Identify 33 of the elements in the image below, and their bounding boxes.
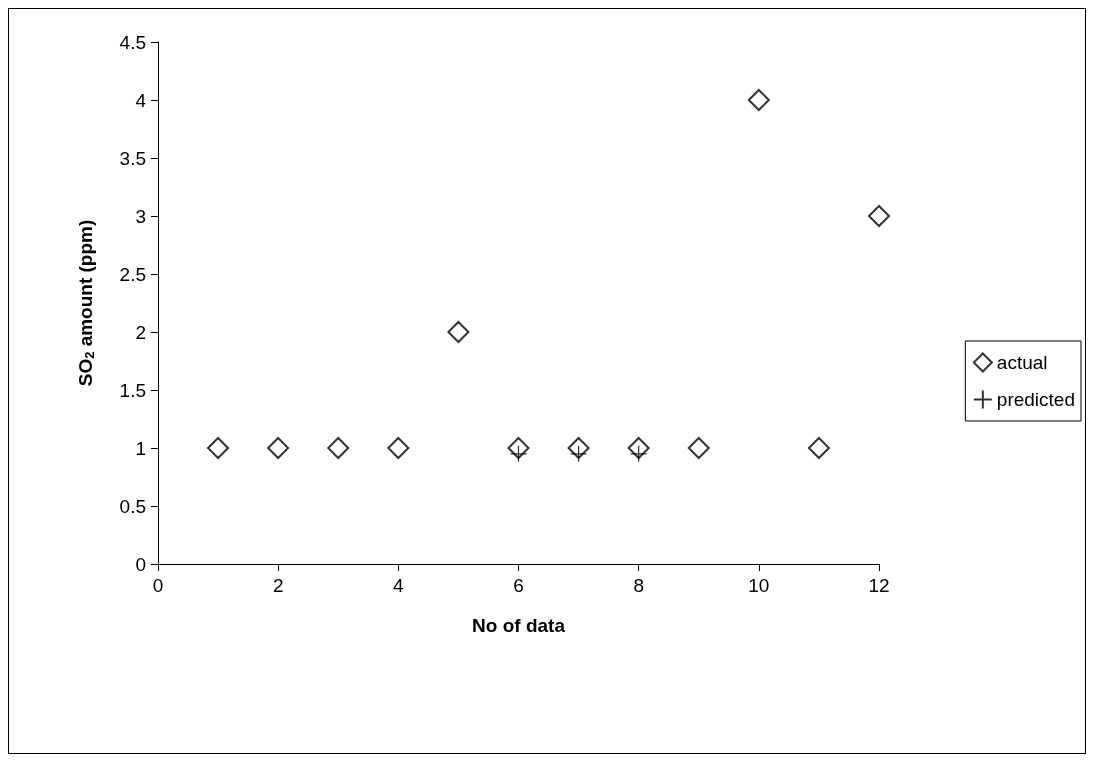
y-tick-label: 1.5 [119, 379, 146, 401]
point [868, 205, 890, 227]
point [447, 321, 470, 343]
x-tick-label: 6 [513, 575, 524, 596]
x-tick-label: 4 [393, 575, 405, 596]
y-tick-label: 4 [135, 89, 147, 111]
point [207, 437, 230, 459]
point [327, 437, 350, 459]
y-tick-label: 2 [135, 321, 146, 343]
x-tick-label: 10 [748, 575, 770, 596]
legend-label: actual [996, 352, 1048, 373]
point [627, 437, 650, 459]
y-tick-label: 1 [135, 437, 146, 459]
y-tick-label: 4.5 [119, 31, 146, 53]
point [687, 437, 710, 459]
x-tick-label: 8 [633, 575, 644, 596]
point [267, 437, 290, 459]
y-tick-label: 3 [135, 205, 146, 227]
point [387, 437, 410, 459]
x-axis-title: No of data [472, 615, 566, 636]
y-tick-label: 2.5 [119, 263, 146, 285]
y-tick-label: 0.5 [119, 495, 146, 517]
y-axis-title: SO2 amount (ppm) [75, 219, 97, 387]
x-tick-label: 12 [868, 575, 890, 596]
point [747, 89, 770, 111]
x-tick-label: 2 [272, 575, 284, 596]
legend-label: predicted [996, 389, 1076, 410]
point [567, 437, 590, 459]
point [507, 437, 530, 459]
y-tick-label: 0 [135, 553, 146, 575]
y-tick-label: 3.5 [119, 147, 146, 169]
point [807, 437, 830, 459]
x-tick-label: 0 [152, 575, 164, 596]
